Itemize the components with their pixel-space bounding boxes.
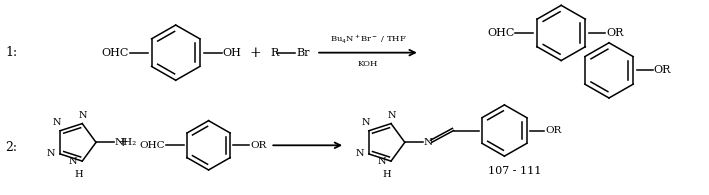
Text: Br: Br (296, 48, 310, 58)
Text: OHC: OHC (139, 141, 164, 150)
Text: H: H (383, 170, 391, 179)
Text: H: H (74, 170, 82, 179)
Text: OHC: OHC (487, 28, 514, 38)
Text: N: N (355, 149, 364, 159)
Text: N: N (424, 138, 433, 147)
Text: +: + (118, 136, 128, 149)
Text: N: N (47, 149, 55, 159)
Text: 2:: 2: (6, 141, 18, 154)
Text: 1:: 1: (6, 46, 18, 59)
Text: OR: OR (545, 126, 562, 135)
Text: Bu$_4$N$^+$Br$^-$ / THF: Bu$_4$N$^+$Br$^-$ / THF (330, 33, 406, 46)
Text: N: N (362, 118, 370, 127)
Text: OR: OR (654, 65, 671, 75)
Text: N: N (79, 111, 87, 120)
Text: R: R (270, 48, 279, 58)
Text: +: + (250, 46, 261, 60)
Text: OR: OR (606, 28, 623, 38)
Text: OH: OH (223, 48, 241, 58)
Text: OHC: OHC (101, 48, 129, 58)
Text: 107 - 111: 107 - 111 (488, 166, 541, 176)
Text: N: N (52, 118, 61, 127)
Text: NH₂: NH₂ (115, 138, 138, 147)
Text: N: N (69, 157, 77, 166)
Text: KOH: KOH (358, 59, 378, 67)
Text: N: N (378, 157, 386, 166)
Text: N: N (388, 111, 396, 120)
Text: OR: OR (250, 141, 267, 150)
